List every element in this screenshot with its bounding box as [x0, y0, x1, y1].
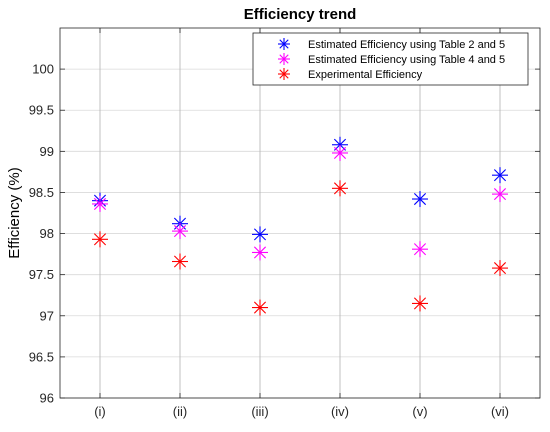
legend-entry-label: Experimental Efficiency: [308, 69, 423, 81]
data-markers: [92, 136, 508, 316]
y-tick-label: 96.5: [29, 349, 54, 364]
legend-entry-label: Estimated Efficiency using Table 2 and 5: [308, 39, 505, 51]
data-point-series-1: [412, 191, 428, 208]
data-point-series-2: [492, 186, 508, 203]
data-point-series-1: [492, 167, 508, 184]
plot-border: [59, 27, 541, 399]
legend-entry-label: Estimated Efficiency using Table 4 and 5: [308, 54, 505, 66]
y-tick-label: 97.5: [29, 267, 54, 282]
x-tick-label: (iii): [251, 404, 268, 419]
x-tick-label: (iv): [331, 404, 349, 419]
legend-marker: [278, 38, 290, 50]
y-tick-label: 98: [40, 226, 54, 241]
axis-ticks: 96 96.5 97 97.5 98 98.5 99 99.5 100 (i) (ii) (iii) (…: [29, 28, 540, 419]
legend-marker: [278, 68, 290, 80]
data-point-series-2: [172, 223, 188, 240]
chart-title: Efficiency trend: [244, 6, 357, 23]
y-tick-label: 97: [40, 308, 54, 323]
data-point-series-2: [252, 244, 268, 261]
x-tick-label: (ii): [173, 404, 187, 419]
data-point-series-3: [412, 295, 428, 312]
grid-lines: [60, 28, 540, 399]
data-point-series-2: [332, 144, 348, 161]
data-point-series-3: [172, 253, 188, 270]
y-tick-label: 99: [40, 144, 54, 159]
data-point-series-3: [92, 231, 108, 248]
plot-area: [60, 28, 540, 398]
data-point-series-2: [412, 241, 428, 258]
legend: Estimated Efficiency using Table 2 and 5…: [252, 32, 529, 86]
legend-marker: [278, 53, 290, 65]
data-point-series-1: [252, 226, 268, 243]
y-tick-label: 99.5: [29, 103, 54, 118]
y-tick-label: 98.5: [29, 185, 54, 200]
x-tick-label: (vi): [491, 404, 509, 419]
data-point-series-3: [492, 260, 508, 277]
x-tick-label: (v): [412, 404, 427, 419]
y-tick-label: 100: [32, 62, 54, 77]
x-tick-label: (i): [94, 404, 106, 419]
data-point-series-2: [92, 195, 108, 212]
data-point-series-3: [332, 180, 348, 197]
y-axis-label: Efficiency (%): [6, 167, 23, 258]
legend-box: [252, 32, 529, 86]
y-tick-label: 96: [40, 391, 54, 406]
data-point-series-3: [252, 299, 268, 316]
